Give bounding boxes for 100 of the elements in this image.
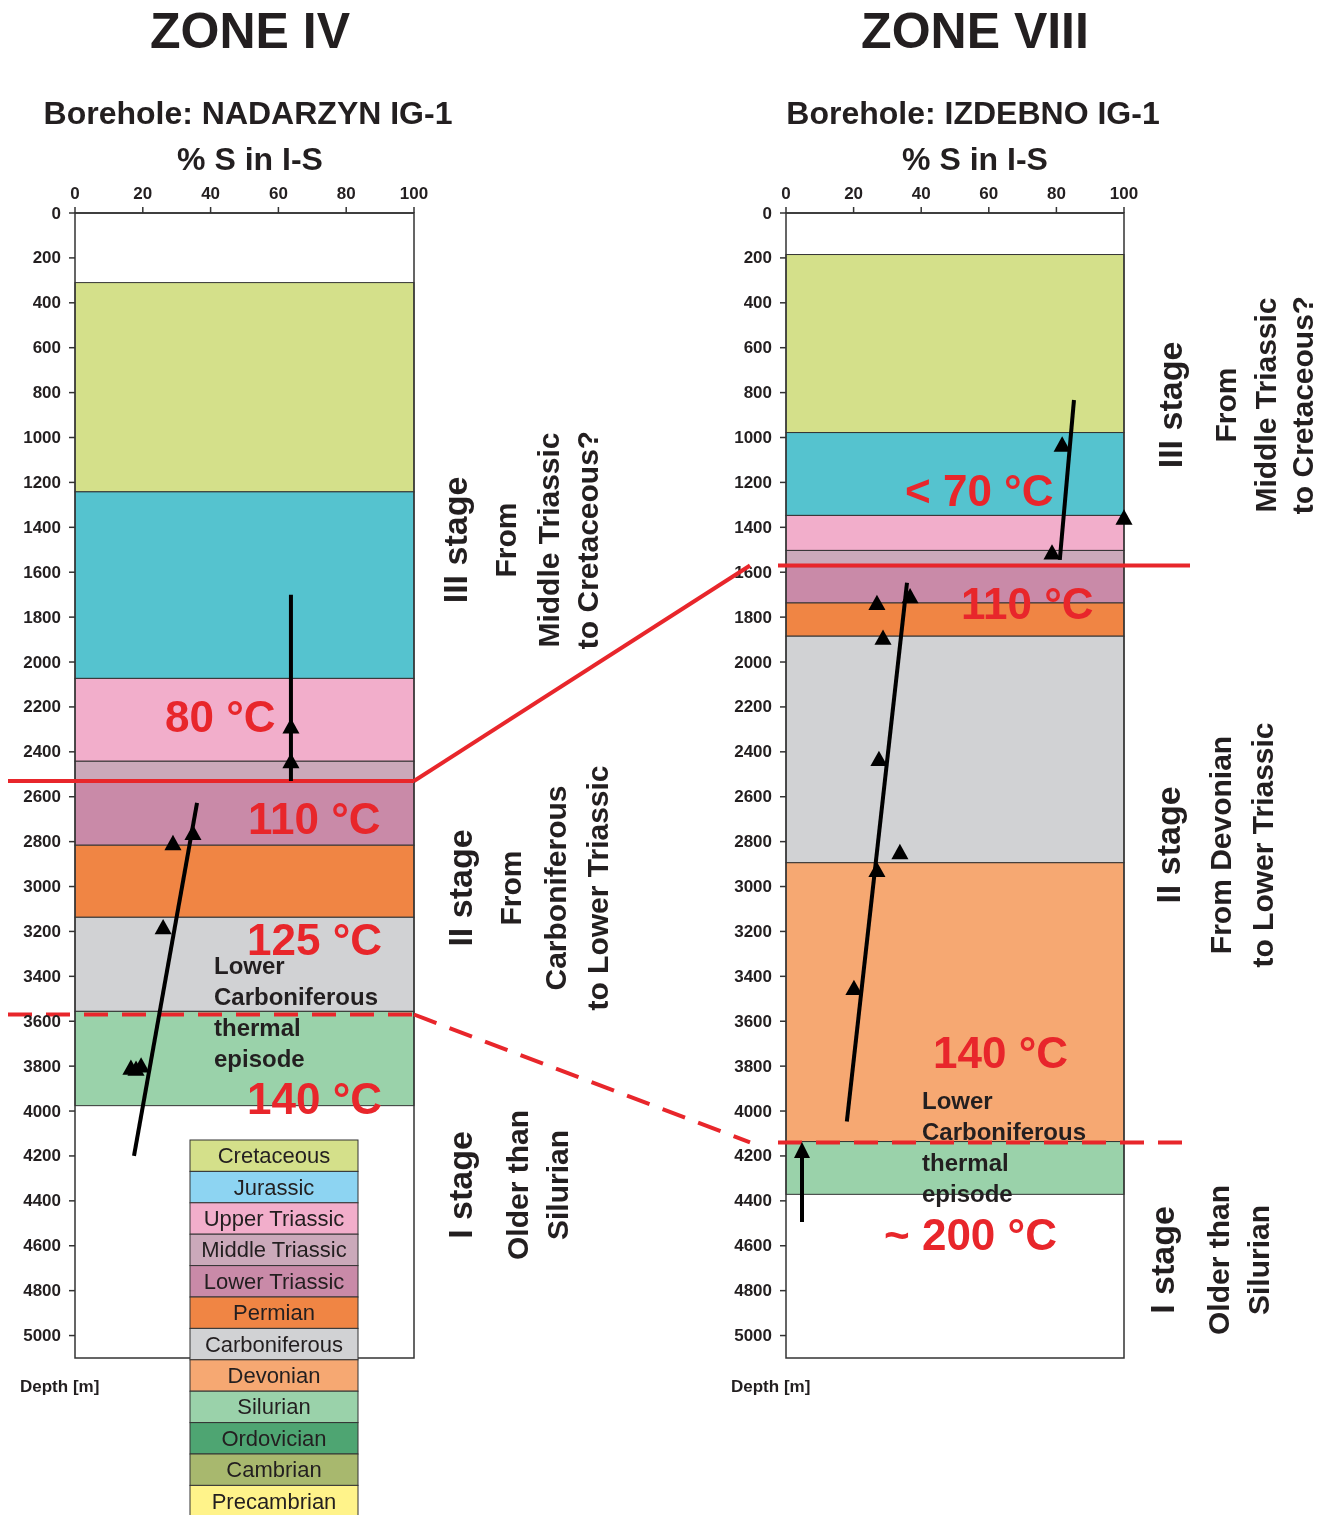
y-tick-label: 3000: [734, 877, 772, 897]
point: [1043, 544, 1061, 560]
y-tick-label: 2600: [734, 787, 772, 807]
y-tick-label: 0: [51, 203, 61, 223]
y-tick-label: 3600: [23, 1011, 61, 1031]
y-tick-label: 4000: [734, 1101, 772, 1121]
y-tick-label: 1000: [23, 428, 61, 448]
y-tick-label: 2000: [23, 652, 61, 672]
y-tick-label: 4200: [734, 1146, 772, 1166]
y-tick-label: 1800: [734, 607, 772, 627]
category-label: Permian: [233, 1300, 315, 1326]
category-label: Middle Triassic: [201, 1237, 347, 1263]
y-tick-label: 2200: [734, 697, 772, 717]
y-tick-label: 3000: [23, 877, 61, 897]
y-tick-label: 3600: [734, 1011, 772, 1031]
point: [891, 843, 909, 860]
y-tick-label: 200: [32, 248, 61, 268]
y-tick-label: 2000: [734, 652, 772, 672]
y-tick-label: 1000: [734, 428, 772, 448]
category-label: Devonian: [227, 1363, 321, 1388]
text: I stage Older than Silurian: [1143, 1184, 1275, 1336]
point: [874, 629, 892, 645]
point: [868, 594, 886, 610]
x-tick-label: 20: [133, 184, 153, 203]
y-tick-label: 4000: [23, 1101, 61, 1121]
text: II stage From Carboniferous to Lower Triassic: [441, 765, 614, 1011]
y-tick-label: 5000: [734, 1326, 772, 1346]
annotation: ~ 200 °C: [884, 1209, 1057, 1259]
annotation: 140 °C: [933, 1027, 1069, 1077]
text: III stage From Middle Triassic to Cretaceous?: [1151, 295, 1319, 515]
point: [127, 1060, 145, 1076]
x-tick-label: 20: [844, 184, 864, 203]
y-tick-label: 2600: [23, 787, 61, 807]
category-label: Cretaceous: [217, 1143, 331, 1169]
y-tick-label: 1800: [23, 607, 61, 627]
category-label: Cambrian: [226, 1457, 322, 1483]
y-tick-label: 1400: [23, 517, 61, 537]
x-tick-label: 0: [781, 184, 791, 203]
y-tick-label: 4400: [23, 1191, 61, 1211]
x-tick-label: 0: [70, 184, 80, 203]
y-tick-label: 2400: [23, 742, 61, 762]
y-tick-label: 600: [743, 338, 772, 358]
y-tick-label: 800: [32, 383, 61, 403]
y-tick-label: 1400: [734, 517, 772, 537]
y-tick-label: 2400: [734, 742, 772, 762]
category-label: Jurassic: [233, 1174, 315, 1200]
chart-title: ZONE VIII: [861, 3, 1089, 59]
annotation: Lower Carboniferous thermal episode: [922, 1086, 1087, 1207]
y-tick-label: 400: [743, 293, 772, 313]
y-tick-label: 4800: [23, 1281, 61, 1301]
point: [1115, 509, 1133, 525]
y-tick-label: 4400: [734, 1191, 772, 1211]
y-tick-label: 3200: [734, 921, 772, 941]
category-label: Upper Triassic: [203, 1206, 345, 1231]
y-tick-label: 3800: [23, 1056, 61, 1076]
category-label: Ordovician: [221, 1425, 327, 1451]
chart-subtitle: Borehole: IZDEBNO IG-1: [786, 95, 1160, 131]
x-axis-title: % S in I-S: [902, 141, 1048, 177]
text: I stage Older than Silurian: [441, 1109, 574, 1261]
chart-title: ZONE IV: [149, 3, 351, 59]
y-tick-label: 2800: [734, 832, 772, 852]
chart-subtitle: Borehole: NADARZYN IG-1: [43, 95, 453, 131]
y-tick-label: 3800: [734, 1056, 772, 1076]
point: [164, 834, 182, 851]
annotation: 110 °C: [248, 793, 381, 843]
y-axis-title: Depth [m]: [20, 1377, 100, 1396]
x-tick-label: 80: [1046, 184, 1066, 203]
category-label: Silurian: [237, 1394, 311, 1420]
x-axis-title: % S in I-S: [177, 141, 323, 177]
y-tick-label: 4800: [734, 1281, 772, 1301]
text: III stage From Middle Triassic to Cretaceous?: [436, 430, 604, 650]
y-tick-label: 1200: [734, 472, 772, 492]
y-tick-label: 1600: [23, 562, 61, 582]
y-tick-label: 800: [743, 383, 772, 403]
point: [901, 587, 919, 604]
x-tick-label: 60: [268, 184, 288, 203]
y-tick-label: 1200: [23, 472, 61, 492]
x-tick-label: 40: [911, 184, 931, 203]
y-tick-label: 400: [32, 293, 61, 313]
y-tick-label: 2200: [23, 697, 61, 717]
point: [868, 861, 886, 878]
category-label: Precambrian: [211, 1488, 337, 1514]
point: [154, 919, 172, 935]
y-tick-label: 2800: [23, 832, 61, 852]
annotation: 80 °C: [165, 691, 276, 741]
y-tick-label: 3400: [734, 966, 772, 986]
x-tick-label: 80: [336, 184, 356, 203]
y-tick-label: 3400: [23, 966, 61, 986]
y-tick-label: 200: [743, 248, 772, 268]
x-tick-label: 100: [1109, 184, 1139, 203]
annotation: < 70 °C: [905, 465, 1054, 515]
text: II stage From Devonian to Lower Triassic: [1149, 722, 1279, 968]
y-tick-label: 4600: [734, 1236, 772, 1256]
y-tick-label: 4200: [23, 1146, 61, 1166]
x-tick-label: 40: [201, 184, 221, 203]
y-axis-title: Depth [m]: [731, 1377, 811, 1396]
y-tick-label: 5000: [23, 1326, 61, 1346]
x-tick-label: 100: [399, 184, 429, 203]
y-tick-label: 600: [32, 338, 61, 358]
y-tick-label: 4600: [23, 1236, 61, 1256]
